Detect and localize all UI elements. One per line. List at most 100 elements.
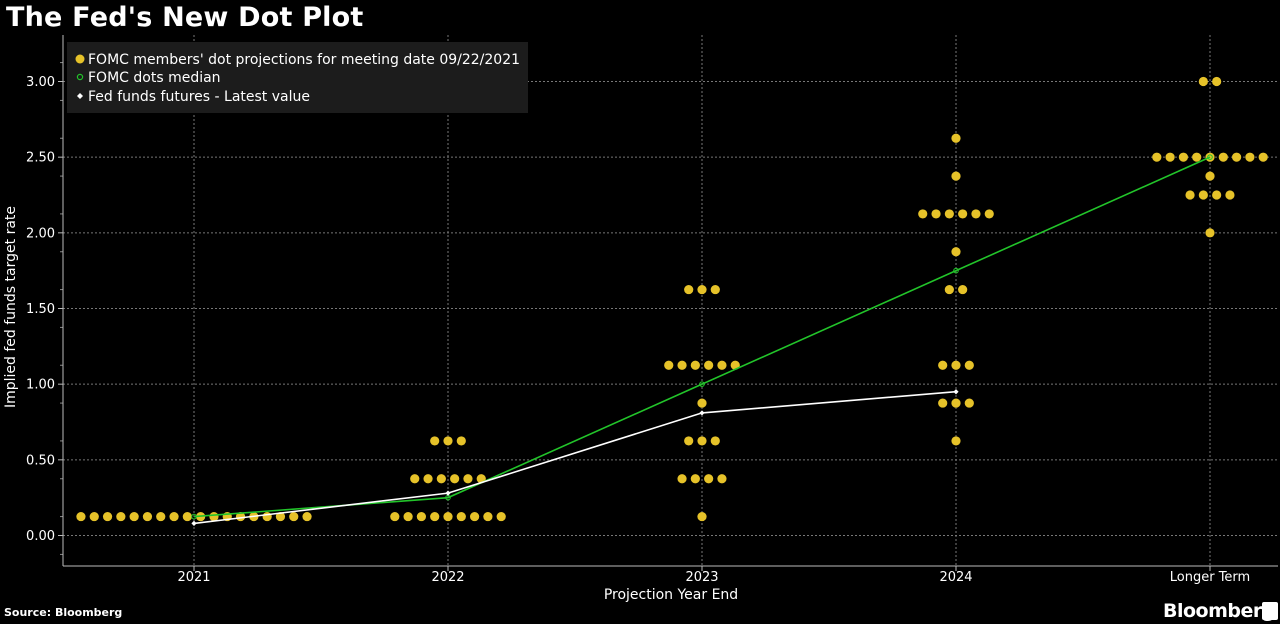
futures-marker — [953, 389, 959, 395]
dot-projection — [142, 511, 153, 522]
dot-projection — [964, 360, 974, 370]
futures-marker — [445, 490, 451, 496]
dot-projection — [1185, 190, 1195, 200]
dot-projection — [1232, 152, 1242, 162]
dot-projection — [984, 209, 994, 219]
dot-projection — [677, 474, 687, 484]
dot-projection — [450, 474, 460, 484]
y-tick-label: 3.00 — [26, 75, 55, 90]
dot-projection — [1212, 76, 1222, 87]
dot-projection — [684, 284, 694, 295]
dot-projection — [677, 360, 687, 370]
median-marker — [191, 513, 197, 520]
dot-projection — [964, 398, 974, 408]
dot-projection — [443, 436, 453, 446]
dot-projection — [156, 511, 166, 522]
dot-projection — [717, 360, 727, 370]
dot-projection — [410, 474, 420, 484]
dot-projection — [430, 511, 440, 522]
dot-projection — [1218, 152, 1228, 162]
dot-projection — [182, 511, 192, 522]
dot-projection — [470, 511, 480, 522]
x-tick-label: 2021 — [177, 570, 210, 585]
series-lines — [191, 154, 1213, 526]
dot-projection — [1178, 152, 1188, 162]
dot-projection — [1152, 152, 1162, 162]
dot-projection — [697, 511, 707, 522]
x-tick-label: 2024 — [939, 570, 972, 585]
y-tick-label: 2.00 — [26, 226, 55, 241]
dot-projection — [717, 474, 727, 484]
dot-projection — [116, 511, 126, 522]
dot-projection — [76, 511, 86, 522]
dot-projection — [684, 436, 694, 446]
dot-projection — [951, 398, 961, 408]
futures-marker — [699, 410, 705, 416]
x-tick-label: Longer Term — [1170, 570, 1250, 585]
dot-projection — [403, 511, 413, 522]
dot-projection — [390, 511, 400, 522]
dot-projection — [430, 436, 440, 446]
dot-projection — [262, 511, 272, 522]
legend-label: FOMC members' dot projections for meetin… — [88, 52, 520, 68]
dot-projection — [169, 511, 179, 522]
dot-projection — [704, 360, 714, 370]
dot-projection — [951, 171, 961, 181]
dot-projection — [931, 209, 941, 219]
dot-projection — [971, 209, 981, 219]
grid-lines — [63, 35, 1278, 566]
futures-marker — [191, 520, 197, 526]
dot-projection — [704, 474, 714, 484]
x-tick-label: 2023 — [685, 570, 718, 585]
legend-median-icon — [76, 73, 84, 81]
dot-projection — [1198, 190, 1208, 200]
dot-projection — [710, 436, 720, 446]
dot-projection — [951, 133, 961, 143]
dot-projection — [697, 284, 707, 295]
legend-label: Fed funds futures - Latest value — [88, 89, 310, 105]
dot-projection — [697, 398, 707, 408]
dot-projection — [416, 511, 426, 522]
y-tick-label: 1.50 — [26, 302, 55, 317]
legend-label: FOMC dots median — [88, 70, 221, 86]
dot-projection — [102, 511, 113, 522]
y-tick-label: 1.00 — [26, 378, 55, 393]
brand-mark-icon — [1262, 602, 1278, 620]
dot-projection — [958, 209, 968, 219]
legend-futures-icon — [77, 93, 83, 99]
dot-projection — [944, 209, 954, 219]
y-tick-label: 2.50 — [26, 151, 55, 166]
dot-projection — [1192, 152, 1202, 162]
dot-projection — [1225, 190, 1235, 200]
median-marker — [699, 381, 705, 387]
dot-projection — [1198, 76, 1208, 87]
dot-projection — [951, 436, 961, 446]
y-tick-label: 0.50 — [26, 453, 55, 468]
dot-projection — [1212, 190, 1222, 200]
dot-projections — [76, 76, 1268, 522]
dot-projection — [209, 511, 219, 522]
y-axis-title: Implied fed funds target rate — [3, 206, 19, 408]
legend-dot-icon — [75, 54, 85, 64]
x-axis-title: Projection Year End — [604, 587, 738, 603]
dot-projection — [89, 511, 99, 522]
dot-projection — [463, 474, 473, 484]
dot-projection — [129, 511, 139, 522]
x-tick-label: 2022 — [431, 570, 464, 585]
dot-projection — [938, 360, 948, 370]
dot-projection — [690, 360, 700, 370]
futures-line — [193, 390, 957, 525]
dot-projection — [456, 511, 466, 522]
dot-projection — [436, 474, 446, 484]
dot-projection — [951, 247, 961, 257]
dot-projection — [1205, 228, 1215, 238]
dot-projection — [951, 360, 961, 370]
dot-projection — [483, 511, 493, 522]
axes: 0.00 0.50 1.00 1.50 2.00 2.50 3.00 2021 2022 2023… — [26, 35, 1278, 585]
dot-projection — [1165, 152, 1175, 162]
dot-projection — [1205, 152, 1215, 162]
source-note: Source: Bloomberg — [4, 606, 123, 619]
dot-projection — [918, 209, 928, 219]
brand-logo-text: Bloomberg — [1163, 600, 1275, 622]
dot-projection — [456, 436, 466, 446]
